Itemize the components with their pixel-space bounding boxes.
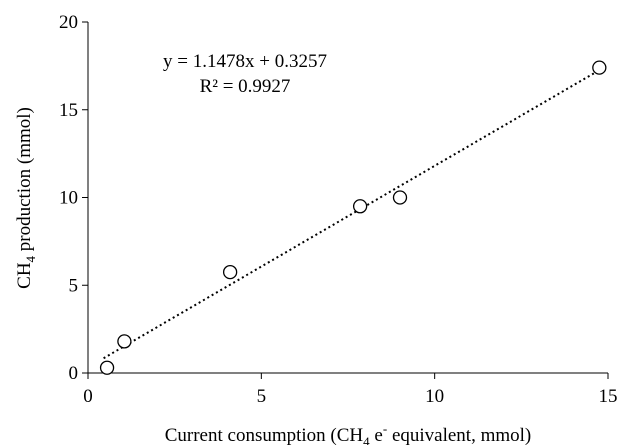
y-tick-label: 15	[59, 100, 78, 121]
data-point	[392, 190, 408, 205]
data-point	[352, 199, 368, 214]
data-points	[99, 60, 607, 375]
y-axis-title: CH4 production (mmol)	[14, 107, 38, 289]
x-tick-label: 0	[83, 386, 93, 407]
y-tick-label: 10	[59, 188, 78, 209]
y-tick-label: 20	[59, 12, 78, 33]
trendline	[103, 67, 604, 360]
x-tick-label: 10	[425, 386, 444, 407]
data-point	[99, 360, 115, 375]
x-axis-title: Current consumption (CH4 e- equivalent, …	[165, 421, 532, 445]
data-point	[117, 334, 132, 349]
x-tick-label: 15	[599, 386, 618, 407]
y-axis-ticks: 0 5 10 15 20	[59, 12, 88, 384]
plot-area: 0 5 10 15 20 0 5 10 15	[59, 12, 618, 407]
x-axis-ticks: 0 5 10 15	[83, 373, 618, 407]
trendline-r-squared: R² = 0.9927	[200, 76, 291, 97]
data-point	[222, 264, 238, 280]
data-point	[592, 60, 607, 75]
trendline-equation: y = 1.1478x + 0.3257	[163, 51, 327, 72]
y-tick-label: 5	[69, 275, 79, 296]
x-tick-label: 5	[257, 386, 267, 407]
y-tick-label: 0	[69, 363, 79, 384]
